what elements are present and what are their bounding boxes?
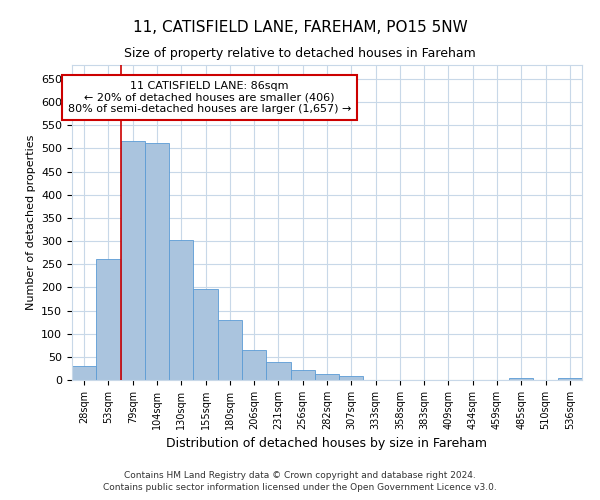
Text: Size of property relative to detached houses in Fareham: Size of property relative to detached ho…: [124, 48, 476, 60]
Text: 11 CATISFIELD LANE: 86sqm
← 20% of detached houses are smaller (406)
80% of semi: 11 CATISFIELD LANE: 86sqm ← 20% of detac…: [68, 80, 352, 114]
Bar: [218, 320, 242, 380]
Bar: [558, 378, 582, 380]
Bar: [193, 288, 218, 380]
Y-axis label: Number of detached properties: Number of detached properties: [26, 135, 35, 310]
Bar: [290, 370, 315, 380]
Bar: [169, 240, 193, 380]
Text: Contains public sector information licensed under the Open Government Licence v3: Contains public sector information licen…: [103, 483, 497, 492]
Bar: [315, 374, 339, 380]
Bar: [242, 350, 266, 380]
X-axis label: Distribution of detached houses by size in Fareham: Distribution of detached houses by size …: [167, 438, 487, 450]
Bar: [509, 378, 533, 380]
Bar: [121, 142, 145, 380]
Text: 11, CATISFIELD LANE, FAREHAM, PO15 5NW: 11, CATISFIELD LANE, FAREHAM, PO15 5NW: [133, 20, 467, 35]
Text: Contains HM Land Registry data © Crown copyright and database right 2024.: Contains HM Land Registry data © Crown c…: [124, 470, 476, 480]
Bar: [145, 143, 169, 380]
Bar: [96, 258, 121, 380]
Bar: [72, 366, 96, 380]
Bar: [339, 376, 364, 380]
Bar: [266, 362, 290, 380]
